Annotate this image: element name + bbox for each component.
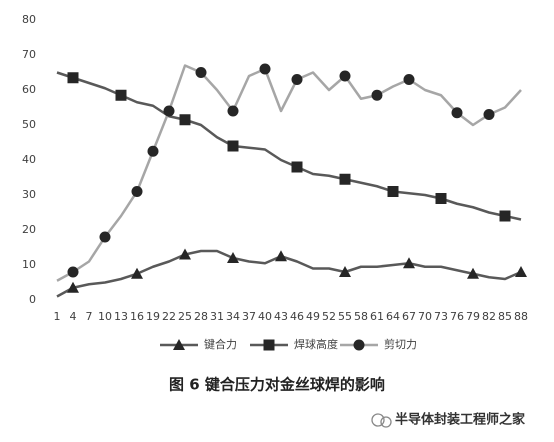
point-marker [131,267,143,279]
legend-marker [263,339,275,351]
x-tick-label: 64 [386,310,400,323]
caption: 图 6 键合压力对金丝球焊的影响 [169,376,385,394]
point-marker [179,248,191,260]
legend-label: 键合力 [204,337,237,351]
series-line [56,249,522,298]
point-marker [339,70,351,82]
y-tick-label: 40 [22,153,36,166]
point-marker [339,266,351,277]
x-tick-label: 19 [146,310,160,323]
legend-label: 焊球高度 [294,337,338,351]
x-tick-label: 70 [418,310,432,323]
x-tick-label: 40 [258,310,272,323]
y-tick-label: 80 [22,13,36,26]
x-tick-label: 25 [178,310,192,323]
x-tick-label: 49 [306,310,320,323]
x-tick-label: 7 [86,310,93,323]
y-tick-label: 70 [22,48,36,61]
x-tick-label: 16 [130,310,144,323]
x-tick-label: 52 [322,310,336,323]
legend-label: 剪切力 [384,337,417,351]
point-marker [451,107,463,119]
point-marker [403,257,415,269]
point-marker [163,105,175,117]
watermark-icon [371,413,392,428]
x-tick-label: 4 [70,310,77,323]
y-tick-label: 30 [22,188,36,201]
x-tick-label: 37 [242,310,256,323]
legend-marker [173,339,185,350]
x-tick-label: 88 [514,310,528,323]
point-marker [227,252,239,263]
point-marker [467,267,479,279]
point-marker [67,281,79,293]
y-tick-label: 60 [22,83,36,96]
point-marker [499,210,511,222]
x-tick-label: 31 [210,310,224,323]
point-marker [483,109,495,120]
point-marker [435,193,447,204]
point-marker [67,266,79,278]
x-tick-label: 67 [402,310,416,323]
point-marker [227,140,239,152]
point-marker [275,250,287,262]
x-tick-label: 46 [290,310,304,323]
x-tick-label: 34 [226,310,240,323]
point-marker [115,89,127,101]
watermark: 半导体封装工程师之家 [395,412,526,428]
y-tick-label: 20 [22,223,36,236]
point-marker [259,63,271,75]
y-tick-label: 50 [22,118,36,131]
point-marker [515,266,527,277]
x-tick-label: 28 [194,310,208,323]
x-tick-label: 79 [466,310,480,323]
x-tick-label: 10 [98,310,112,323]
x-tick-label: 22 [162,310,176,323]
point-marker [371,89,383,101]
x-tick-label: 82 [482,310,496,323]
point-marker [227,105,239,117]
y-tick-label: 10 [22,258,36,271]
point-marker [291,74,303,85]
x-tick-label: 58 [354,310,368,323]
x-tick-label: 13 [114,310,128,323]
point-marker [179,114,191,126]
legend-marker [353,339,365,351]
point-marker [67,72,79,84]
point-marker [339,173,351,185]
x-tick-label: 76 [450,310,464,323]
y-tick-label: 0 [29,293,36,306]
point-marker [291,161,303,173]
point-marker [403,74,415,85]
point-marker [99,231,111,243]
x-tick-label: 55 [338,310,352,323]
point-marker [195,67,207,78]
point-marker [147,145,159,157]
x-tick-label: 85 [498,310,512,323]
x-tick-label: 61 [370,310,384,323]
x-tick-label: 73 [434,310,448,323]
x-tick-label: 1 [54,310,61,323]
point-marker [131,186,143,197]
point-marker [387,186,399,197]
x-tick-label: 43 [274,310,288,323]
